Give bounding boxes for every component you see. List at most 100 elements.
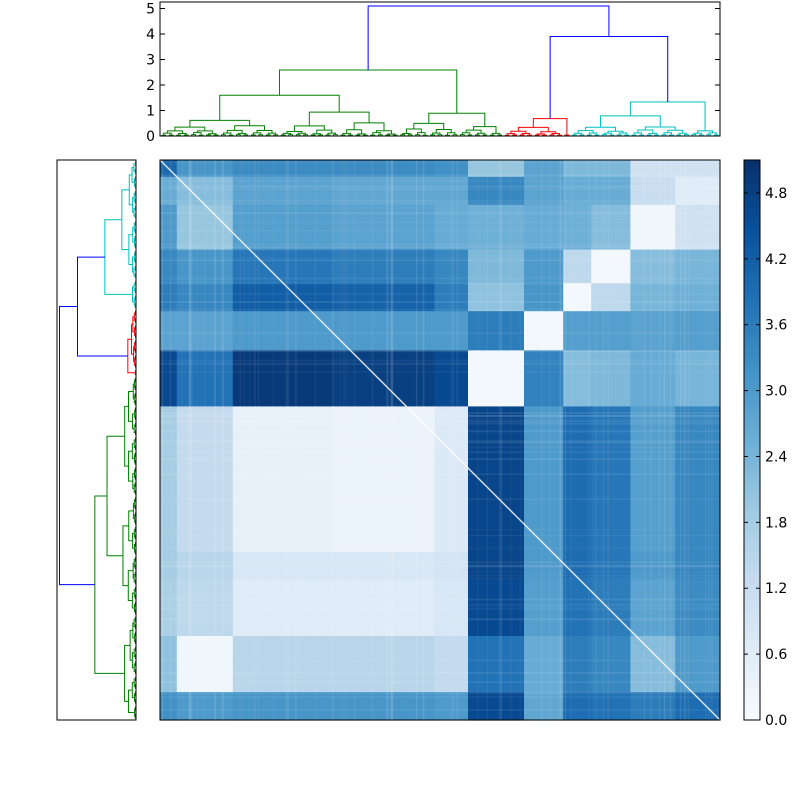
heatmap-texture-col	[422, 160, 424, 720]
heatmap-texture-row	[160, 681, 720, 683]
heatmap-texture-row	[160, 608, 720, 610]
heatmap-cell	[630, 176, 676, 206]
heatmap-cell	[630, 636, 676, 693]
heatmap-texture-col	[181, 160, 183, 720]
heatmap-cell	[333, 350, 435, 407]
heatmap-cell	[675, 283, 721, 312]
distance-heatmap	[159, 159, 721, 721]
heatmap-panel	[159, 159, 721, 721]
heatmap-texture-col	[540, 160, 543, 720]
heatmap-cell	[160, 692, 178, 721]
heatmap-texture-row	[160, 571, 720, 573]
heatmap-cell	[176, 636, 234, 693]
heatmap-frame	[159, 159, 721, 721]
heatmap-cell	[176, 406, 234, 553]
dendrogram-link	[106, 435, 125, 557]
heatmap-texture-row	[160, 371, 720, 373]
heatmap-cell	[675, 311, 721, 351]
heatmap-cell	[232, 249, 335, 284]
heatmap-cell	[468, 692, 525, 721]
heatmap-texture-row	[160, 446, 720, 448]
heatmap-texture-col	[390, 160, 392, 720]
heatmap-texture-row	[160, 332, 720, 334]
heatmap-cell	[630, 160, 676, 178]
heatmap-cell	[232, 160, 335, 178]
heatmap-texture-col	[188, 160, 191, 720]
y-tick-label: 2	[146, 78, 155, 94]
heatmap-cell	[333, 580, 435, 637]
heatmap-texture-row	[160, 671, 720, 674]
heatmap-texture-row	[160, 412, 720, 415]
dendrogram-link	[127, 689, 135, 714]
heatmap-texture-row	[160, 301, 720, 303]
heatmap-texture-col	[452, 160, 454, 720]
heatmap-texture-col	[594, 160, 597, 720]
heatmap-texture-col	[450, 160, 452, 720]
heatmap-texture-col	[332, 160, 334, 720]
heatmap-cell	[468, 283, 525, 312]
heatmap-texture-row	[160, 423, 720, 425]
heatmap-cell	[524, 176, 564, 206]
heatmap-texture-row	[160, 277, 720, 280]
heatmap-cell	[176, 311, 234, 351]
colorbar-tick-label: 2.4	[765, 449, 787, 465]
heatmap-texture-col	[683, 160, 687, 720]
heatmap-cell	[468, 552, 525, 581]
heatmap-texture-row	[160, 185, 720, 188]
dendrogram-root-link	[367, 5, 610, 70]
dendrogram-link	[124, 405, 129, 467]
heatmap-cell	[563, 692, 592, 721]
heatmap-cell	[524, 283, 564, 312]
heatmap-texture-row	[160, 549, 720, 551]
heatmap-cell	[563, 350, 592, 407]
heatmap-texture-col	[559, 160, 562, 720]
heatmap-texture-col	[705, 160, 707, 720]
heatmap-cell	[675, 580, 721, 637]
heatmap-texture-col	[708, 160, 710, 720]
heatmap-cell	[232, 552, 335, 581]
heatmap-cell	[524, 311, 564, 351]
heatmap-texture-row	[160, 691, 720, 693]
heatmap-cell	[675, 176, 721, 206]
heatmap-cell	[176, 160, 234, 178]
heatmap-texture-row	[160, 230, 720, 232]
heatmap-cell	[232, 580, 335, 637]
heatmap-texture-row	[160, 351, 720, 353]
heatmap-texture-row	[160, 359, 720, 362]
heatmap-texture-row	[160, 547, 720, 549]
heatmap-texture-col	[249, 160, 251, 720]
heatmap-texture-col	[258, 160, 260, 720]
heatmap-texture-row	[160, 415, 720, 417]
heatmap-cell	[524, 406, 564, 553]
heatmap-cell	[468, 406, 525, 553]
heatmap-cell	[591, 311, 631, 351]
dendrogram-link	[428, 112, 486, 127]
heatmap-texture-row	[160, 692, 720, 695]
heatmap-cell	[434, 249, 469, 284]
dendrogram-link	[121, 189, 130, 251]
heatmap-texture-col	[386, 160, 389, 720]
heatmap-cell	[160, 350, 178, 407]
heatmap-cell	[591, 406, 631, 553]
heatmap-texture-row	[160, 659, 720, 661]
heatmap-texture-col	[295, 160, 297, 720]
y-tick-label: 0	[146, 129, 155, 145]
top-dendrogram-panel: 0 1 2 3 4 5	[146, 1, 721, 145]
heatmap-cell	[563, 283, 592, 312]
heatmap-cell	[591, 636, 631, 693]
heatmap-texture-col	[161, 160, 164, 720]
heatmap-cell	[563, 176, 592, 206]
heatmap-texture-row	[160, 249, 720, 251]
left-dendrogram	[59, 161, 136, 719]
heatmap-cell	[468, 204, 525, 251]
heatmap-cell	[160, 580, 178, 637]
heatmap-texture-row	[160, 565, 720, 567]
heatmap-cell	[563, 204, 592, 251]
heatmap-texture-col	[455, 160, 458, 720]
heatmap-texture-row	[160, 293, 720, 295]
heatmap-cell	[468, 160, 525, 178]
heatmap-texture-col	[509, 160, 512, 720]
heatmap-cell	[524, 204, 564, 251]
heatmap-cell	[434, 160, 469, 178]
